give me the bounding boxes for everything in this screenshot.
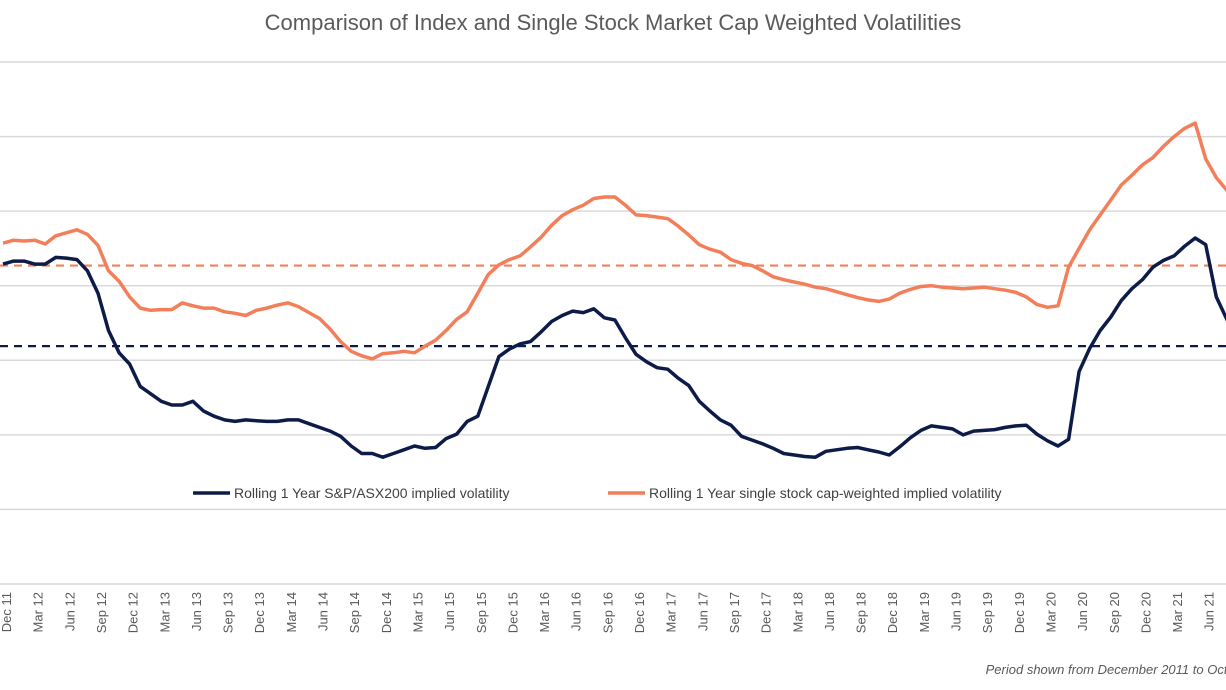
x-tick-label: Dec 13	[252, 592, 267, 633]
x-tick-label: Jun 15	[442, 592, 457, 631]
x-tick-label: Mar 18	[790, 592, 805, 632]
x-tick-label: Jun 16	[569, 592, 584, 631]
x-tick-label: Dec 19	[1012, 592, 1027, 633]
x-tick-label: Mar 21	[1170, 592, 1185, 632]
legend: Rolling 1 Year S&P/ASX200 implied volati…	[193, 485, 1002, 501]
x-tick-label: Dec 17	[759, 592, 774, 633]
x-axis-ticks: Dec 11 Mar 12 Jun 12 Sep 12 Dec 12 Mar 13 Jun …	[0, 592, 1217, 633]
x-tick-label: Dec 20	[1138, 592, 1153, 633]
chart-title: Comparison of Index and Single Stock Mar…	[264, 10, 962, 35]
chart-footnote: Period shown from December 2011 to Octob…	[985, 662, 1226, 677]
series-line-single-stock-volatility	[2, 121, 1226, 361]
x-tick-label: Dec 12	[126, 592, 141, 633]
x-tick-label: Mar 20	[1044, 592, 1059, 632]
x-tick-label: Sep 17	[727, 592, 742, 633]
x-tick-label: Mar 14	[284, 592, 299, 632]
x-tick-label: Mar 16	[537, 592, 552, 632]
x-tick-label: Dec 11	[0, 592, 14, 632]
x-tick-label: Jun 13	[189, 592, 204, 631]
x-tick-label: Sep 16	[600, 592, 615, 633]
series-lines	[2, 121, 1226, 459]
x-tick-label: Mar 17	[664, 592, 679, 632]
x-tick-label: Sep 14	[347, 592, 362, 633]
legend-label-single-stock: Rolling 1 Year single stock cap-weighted…	[649, 485, 1002, 501]
x-tick-label: Mar 15	[410, 592, 425, 632]
x-tick-label: Mar 12	[31, 592, 46, 632]
x-tick-label: Mar 19	[917, 592, 932, 632]
x-tick-label: Jun 21	[1202, 592, 1217, 631]
x-tick-label: Jun 14	[316, 592, 331, 631]
x-tick-label: Sep 12	[94, 592, 109, 633]
x-tick-label: Jun 19	[949, 592, 964, 631]
x-tick-label: Jun 12	[62, 592, 77, 631]
gridlines	[0, 61, 1226, 585]
x-tick-label: Dec 15	[505, 592, 520, 633]
x-tick-label: Dec 14	[379, 592, 394, 633]
x-tick-label: Sep 19	[980, 592, 995, 633]
x-tick-label: Sep 13	[221, 592, 236, 633]
x-tick-label: Jun 20	[1075, 592, 1090, 631]
x-tick-label: Dec 18	[885, 592, 900, 633]
x-tick-label: Jun 17	[695, 592, 710, 631]
x-tick-label: Sep 15	[474, 592, 489, 633]
x-tick-label: Jun 18	[822, 592, 837, 631]
x-tick-label: Mar 13	[157, 592, 172, 632]
x-tick-label: Sep 18	[854, 592, 869, 633]
x-tick-label: Dec 16	[632, 592, 647, 633]
x-tick-label: Sep 20	[1107, 592, 1122, 633]
series-line-index-volatility	[2, 236, 1226, 459]
legend-label-index: Rolling 1 Year S&P/ASX200 implied volati…	[234, 485, 510, 501]
